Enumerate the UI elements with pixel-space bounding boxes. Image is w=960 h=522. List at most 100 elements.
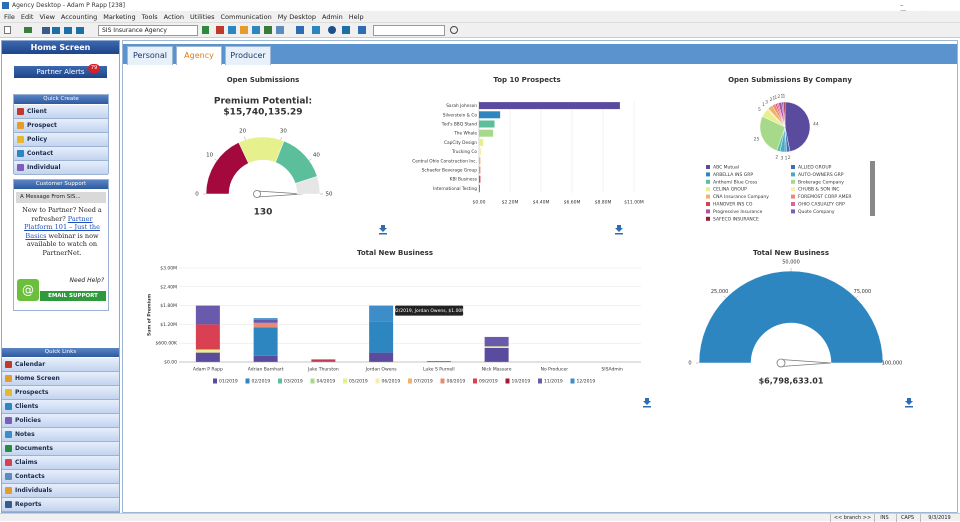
item-label: Clients — [15, 403, 39, 410]
legend-label: ARBELLA INS GRP — [713, 172, 753, 178]
slice-label: 3 — [765, 100, 768, 106]
x-tick-label: Adam P Rapp — [193, 367, 223, 373]
agency-select[interactable]: SIS Insurance Agency — [98, 25, 198, 36]
legend-label: 07/2019 — [414, 379, 433, 385]
legend-swatch — [706, 202, 710, 206]
legend-swatch — [473, 378, 477, 384]
quick-link-item[interactable]: Notes — [2, 428, 119, 442]
icon — [5, 389, 12, 396]
menu-item[interactable]: Accounting — [60, 13, 98, 21]
pie-slice — [783, 101, 786, 128]
tooltip-box — [395, 305, 464, 316]
bar — [479, 148, 482, 156]
bar-segment — [311, 360, 336, 362]
slice-label: 1 — [785, 155, 788, 161]
bar — [479, 184, 480, 192]
pie-slice — [784, 101, 811, 152]
bar — [479, 111, 501, 119]
item-label: Calendar — [15, 361, 46, 368]
tab[interactable]: Personal — [127, 46, 173, 65]
legend-label: 09/2019 — [479, 379, 498, 385]
slice-label: 25 — [754, 137, 760, 143]
partner-alerts-button[interactable]: Partner Alerts — [14, 66, 107, 78]
item-label: Reports — [15, 501, 42, 508]
bar-segment — [369, 352, 394, 362]
tab-bar — [123, 44, 957, 64]
quick-link-item[interactable]: Calendar — [2, 358, 119, 372]
app-icon — [2, 2, 9, 9]
quick-link-item[interactable]: Clients — [2, 400, 119, 414]
download-button[interactable] — [643, 398, 651, 408]
toolbar-icons-right[interactable] — [202, 26, 372, 35]
chart-title: Open Submissions — [227, 76, 300, 84]
menu-item[interactable]: My Desktop — [277, 13, 317, 21]
search-button[interactable] — [450, 26, 458, 34]
quick-link-item[interactable]: Claims — [2, 456, 119, 470]
legend-label: 05/2019 — [349, 379, 368, 385]
quick-create-item[interactable]: Individual — [14, 161, 108, 175]
quick-create-item[interactable]: Client — [14, 105, 108, 119]
gauge-tick-label: 0 — [688, 361, 691, 367]
quick-create-item[interactable]: Contact — [14, 147, 108, 161]
menu-item[interactable]: Utilities — [190, 13, 215, 21]
legend-scrollbar[interactable] — [870, 161, 875, 216]
menu-item[interactable]: Action — [163, 13, 184, 21]
legend-swatch — [791, 165, 795, 169]
quick-link-item[interactable]: Reports — [2, 498, 119, 512]
gauge-tick-label: 100,000 — [882, 361, 903, 367]
tab[interactable]: Agency — [176, 46, 222, 65]
icon — [5, 361, 12, 368]
gauge-tick-label: 40 — [313, 153, 320, 159]
search-box[interactable] — [373, 25, 445, 36]
y-tick-label: $0.00 — [164, 360, 177, 366]
y-tick-label: $3.00M — [160, 266, 177, 272]
download-button[interactable] — [379, 225, 387, 235]
menu-item[interactable]: View — [39, 13, 55, 21]
legend-swatch — [791, 179, 795, 184]
dashboard: Open Submissions Premium Potential:$15,74… — [147, 76, 913, 408]
message-text: New to Partner? Need a refresher? — [22, 206, 102, 223]
quick-link-item[interactable]: Prospects — [2, 386, 119, 400]
gauge-tick — [244, 136, 246, 140]
menu-item[interactable]: Marketing — [103, 13, 136, 21]
x-tick-label: $2.20M — [502, 200, 519, 206]
quick-link-item[interactable]: Contacts — [2, 470, 119, 484]
menu-item[interactable]: Admin — [322, 13, 343, 21]
legend-swatch — [343, 378, 347, 384]
legend-label: CHUBB & SON INC — [798, 187, 839, 193]
legend-label: Progressive Insurance — [713, 209, 763, 215]
download-button[interactable] — [615, 225, 623, 235]
item-label: Notes — [15, 431, 35, 438]
main-panel: Personal Agency Producer Open Submissions P… — [122, 40, 958, 513]
legend-label: FOREMOST CORP AMER — [798, 194, 851, 200]
gauge-band — [275, 140, 318, 184]
download-button[interactable] — [905, 398, 913, 408]
legend-swatch — [706, 172, 710, 177]
menu-item[interactable]: Tools — [141, 13, 158, 21]
title-bar: Agency Desktop - Adam P Rapp [238] — [0, 0, 960, 11]
bar — [479, 138, 484, 146]
menu-item[interactable]: Help — [348, 13, 364, 21]
quick-link-item[interactable]: Home Screen — [2, 372, 119, 386]
tab[interactable]: Producer — [225, 46, 271, 65]
menu-item[interactable]: Edit — [20, 13, 34, 21]
quick-link-item[interactable]: Individuals — [2, 484, 119, 498]
quick-create-item[interactable]: Prospect — [14, 119, 108, 133]
message-link[interactable]: Partner Platform 101 – Just the Basics — [24, 214, 100, 240]
bar-segment — [484, 347, 509, 362]
bar-segment — [311, 359, 336, 361]
partner-alerts-label: Partner Alerts — [36, 68, 85, 76]
gauge-tick — [308, 158, 312, 161]
quick-link-item[interactable]: Documents — [2, 442, 119, 456]
legend-label: 11/2019 — [544, 379, 563, 385]
legend-swatch — [706, 179, 710, 184]
menu-item[interactable]: File — [4, 13, 15, 21]
email-support-button[interactable]: EMAIL SUPPORT — [40, 291, 106, 301]
menu-item[interactable]: Communication — [220, 13, 272, 21]
legend-swatch — [538, 378, 542, 384]
need-help: Need Help? — [69, 277, 104, 284]
window-controls[interactable]: –□× — [900, 1, 926, 17]
quick-create-item[interactable]: Policy — [14, 133, 108, 147]
quick-link-item[interactable]: Policies — [2, 414, 119, 428]
toolbar-icons[interactable] — [4, 26, 94, 35]
